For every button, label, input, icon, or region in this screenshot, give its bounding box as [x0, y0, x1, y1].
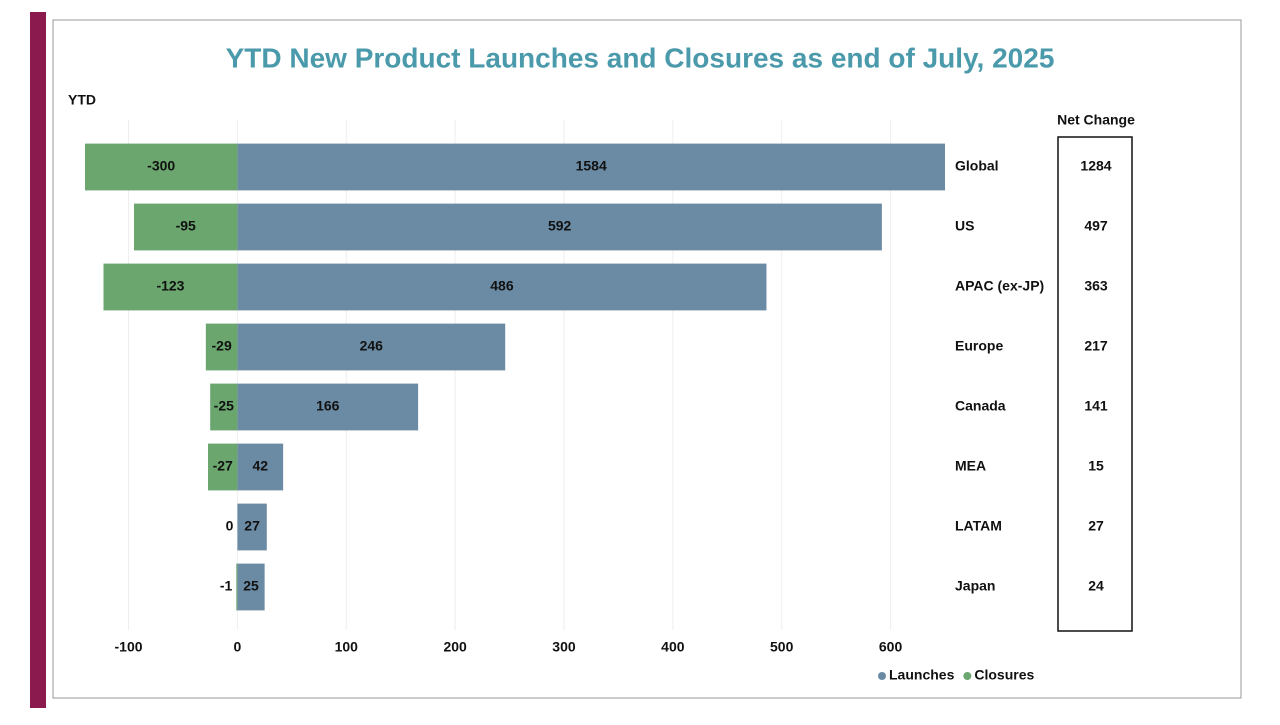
bar [236, 563, 238, 611]
x-tick-label: 300 [552, 639, 576, 655]
category-label: MEA [955, 458, 986, 474]
category-label: APAC (ex-JP) [955, 278, 1044, 294]
x-tick-label: 100 [335, 639, 359, 655]
x-tick-label: 200 [443, 639, 467, 655]
legend-marker [878, 672, 886, 680]
value-label: 592 [548, 218, 572, 234]
chart-title: YTD New Product Launches and Closures as… [226, 42, 1055, 73]
category-label: Canada [955, 398, 1006, 414]
value-label: -25 [214, 398, 234, 414]
value-label: 1584 [576, 158, 607, 174]
bar [237, 143, 945, 191]
value-label: -27 [213, 458, 233, 474]
value-label: -1 [220, 578, 233, 594]
bar [237, 563, 265, 611]
net-change-box [1057, 136, 1133, 632]
net-change-value: 141 [1084, 398, 1108, 414]
net-change-value: 217 [1084, 338, 1108, 354]
value-label: 25 [243, 578, 259, 594]
net-change-value: 27 [1088, 518, 1104, 534]
value-label: 246 [360, 338, 384, 354]
category-label: Japan [955, 578, 995, 594]
x-tick-label: 0 [234, 639, 242, 655]
x-tick-label: 600 [879, 639, 903, 655]
bar [103, 263, 238, 311]
y-axis-label: YTD [68, 92, 96, 108]
bar [133, 203, 238, 251]
bar [237, 383, 419, 431]
value-label: 166 [316, 398, 340, 414]
net-change-value: 15 [1088, 458, 1104, 474]
category-label: US [955, 218, 974, 234]
side-accent [30, 12, 46, 708]
bar [208, 443, 238, 491]
bar [237, 443, 284, 491]
x-tick-label: 400 [661, 639, 685, 655]
bar [237, 323, 506, 371]
net-change-value: 24 [1088, 578, 1104, 594]
net-change-value: 1284 [1080, 158, 1111, 174]
category-label: Global [955, 158, 999, 174]
bar [237, 263, 767, 311]
value-label: -95 [176, 218, 196, 234]
category-label: LATAM [955, 518, 1002, 534]
value-label: -29 [212, 338, 232, 354]
value-label: -123 [156, 278, 184, 294]
net-change-title: Net Change [1057, 112, 1135, 128]
bar [237, 203, 882, 251]
x-tick-label: -100 [115, 639, 143, 655]
bar [85, 143, 238, 191]
x-tick-label: 500 [770, 639, 794, 655]
legend-label: Closures [974, 667, 1034, 683]
bars [85, 143, 945, 611]
value-label: 27 [244, 518, 260, 534]
value-label: -300 [147, 158, 175, 174]
value-label: 0 [226, 518, 234, 534]
bar [210, 383, 238, 431]
category-label: Europe [955, 338, 1003, 354]
net-change-value: 363 [1084, 278, 1108, 294]
bar [237, 503, 267, 551]
net-change-value: 497 [1084, 218, 1108, 234]
legend-marker [963, 672, 972, 680]
value-label: 486 [490, 278, 514, 294]
value-label: 42 [252, 458, 268, 474]
bar [205, 323, 238, 371]
legend-label: Launches [889, 667, 955, 683]
